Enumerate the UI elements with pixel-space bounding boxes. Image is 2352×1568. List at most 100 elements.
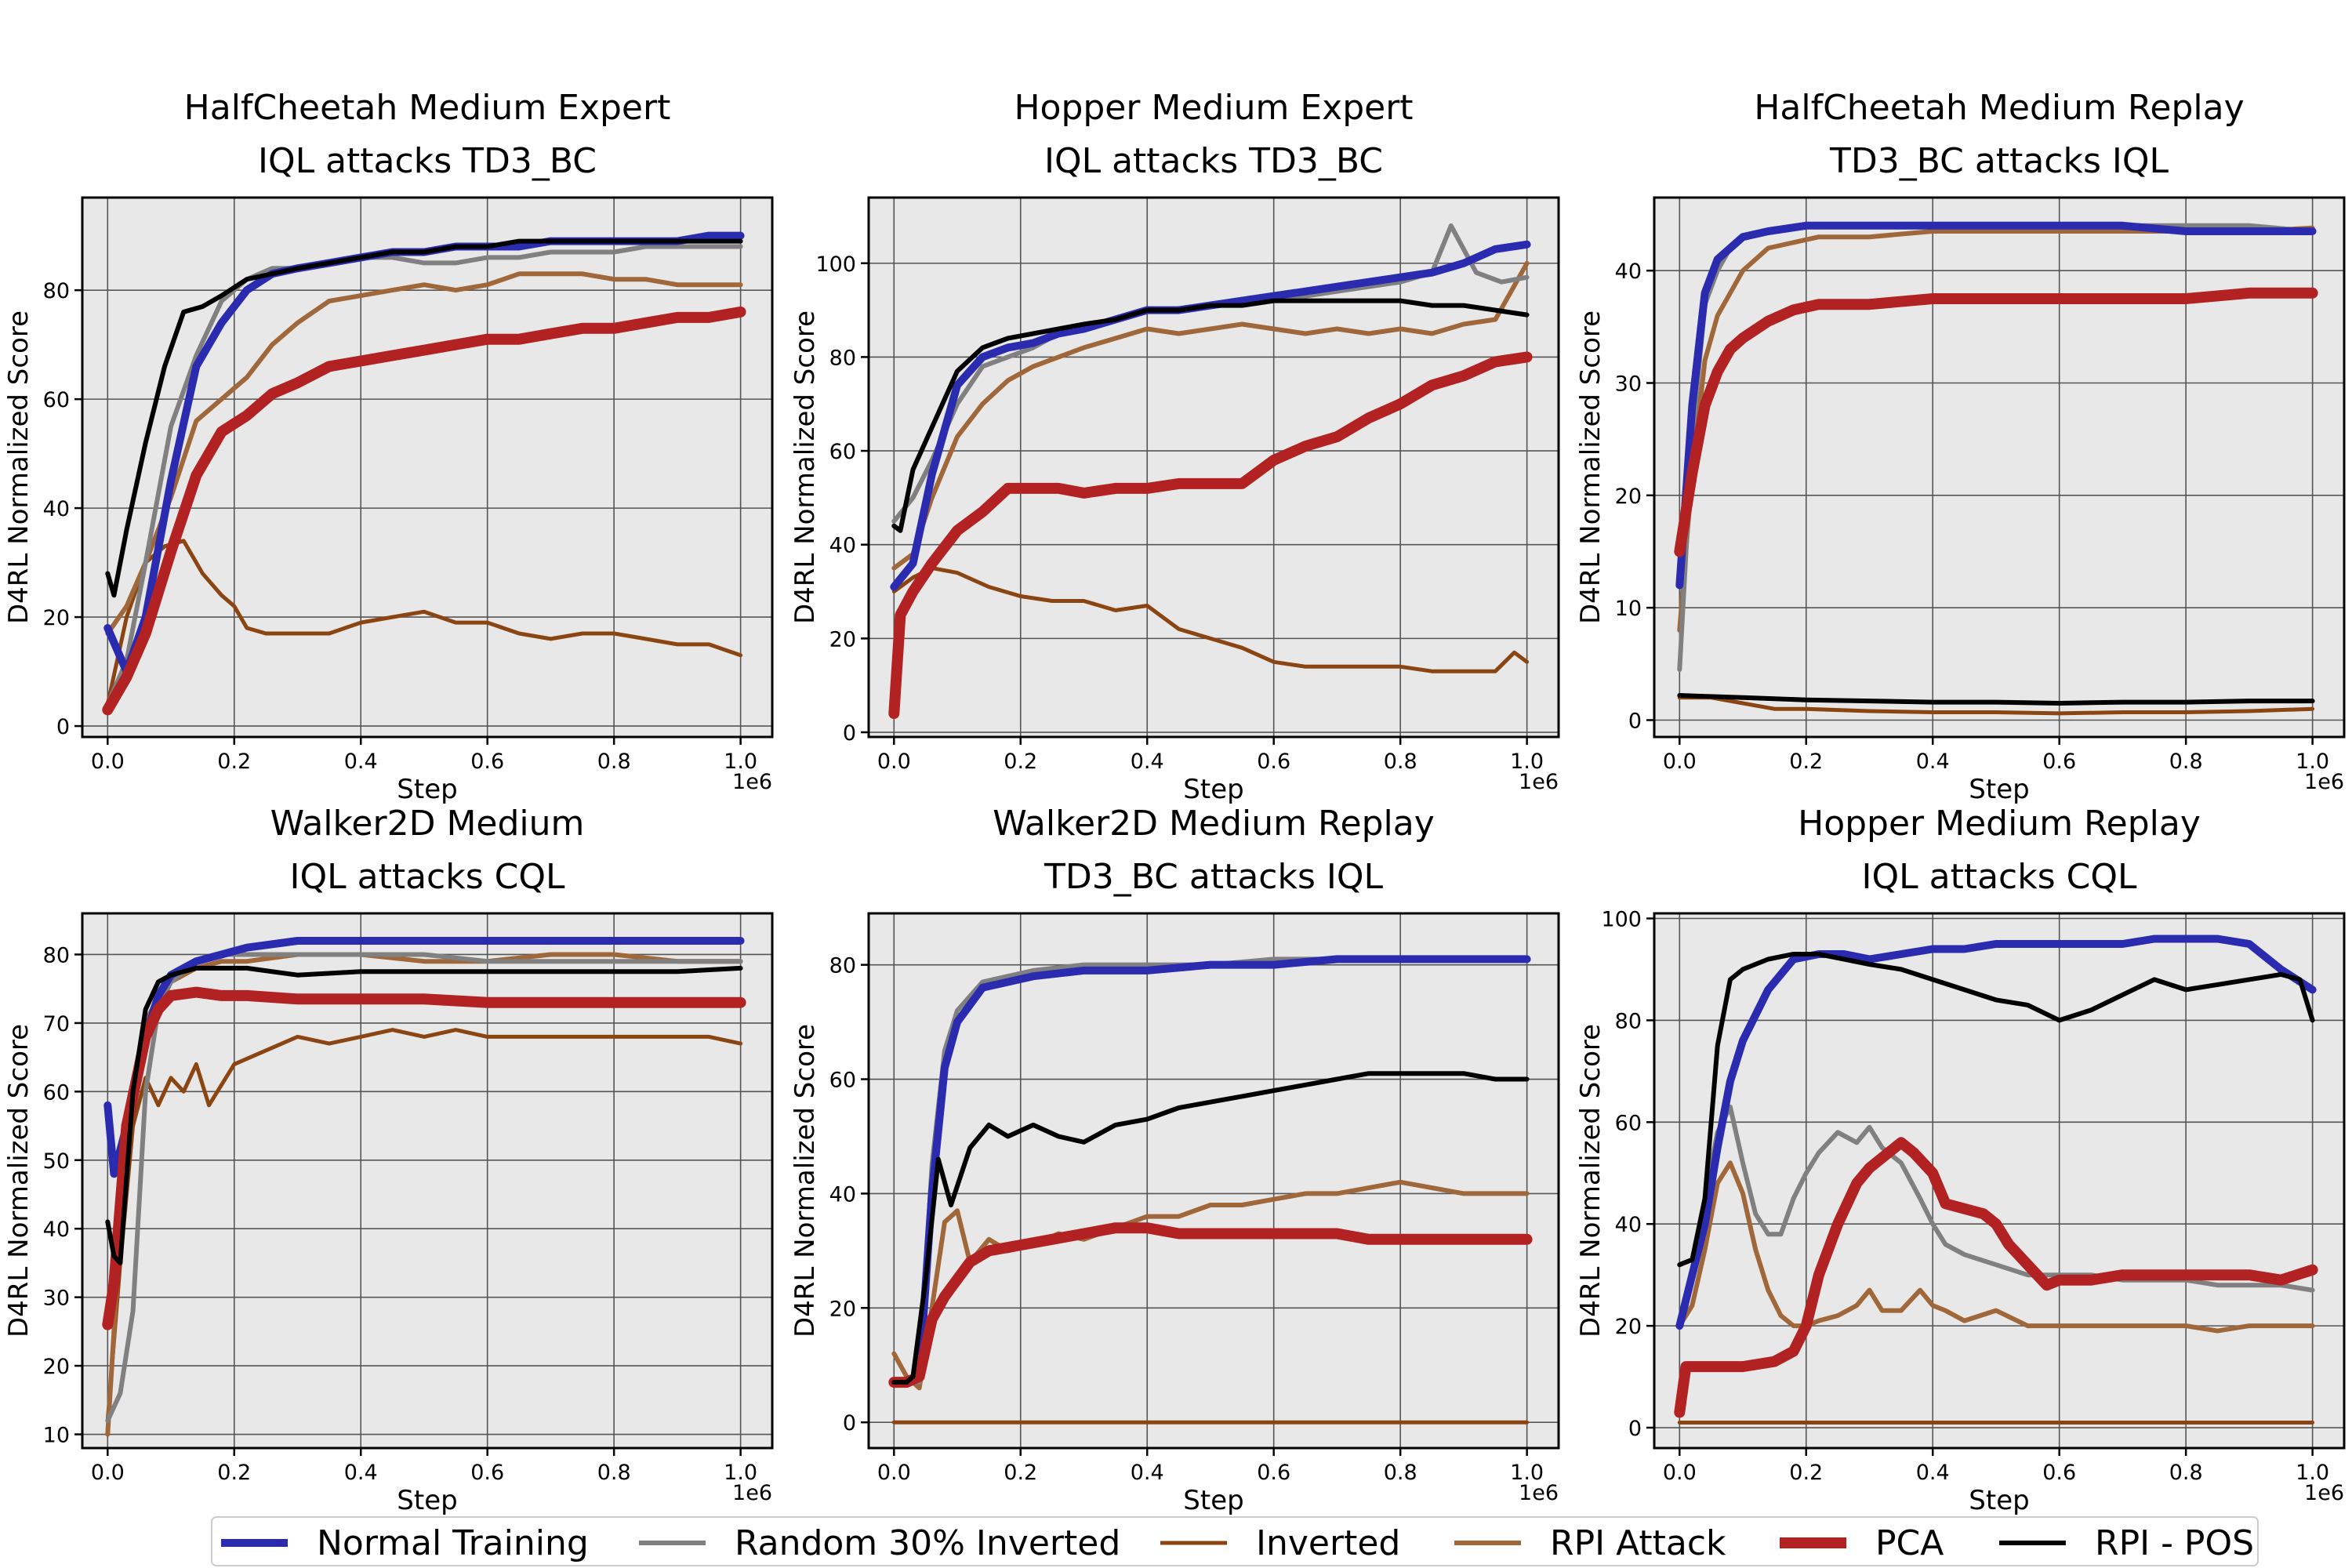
subplot-6: 0.0 0.2 0.4 0.6 0.8 1.0 0 20 40 60 80 100 1e6 Step D4R…	[1575, 804, 2346, 1516]
axes-frame	[1653, 196, 2346, 739]
x-tick-label: 0.8	[1384, 750, 1417, 774]
chart-title: HalfCheetah Medium Replay	[1754, 88, 2244, 128]
legend-label: Normal Training	[317, 1523, 589, 1563]
x-tick-label: 0.8	[597, 750, 631, 774]
chart-title: Walker2D Medium	[270, 804, 585, 844]
x-tick-label: 1.0	[724, 750, 757, 774]
y-tick-label: 60	[43, 1080, 70, 1105]
legend-label: Inverted	[1256, 1523, 1400, 1563]
x-tick-label: 1.0	[2296, 1461, 2329, 1485]
y-tick-label: 60	[1615, 1111, 1642, 1135]
chart-subtitle: IQL attacks TD3_BC	[258, 141, 597, 181]
series-line-random-30-inverted	[105, 952, 743, 1423]
x-tick-label: 0.4	[344, 1461, 378, 1485]
x-tick-label: 0.0	[1663, 1461, 1697, 1485]
series-line-pca	[1674, 1137, 2318, 1418]
x-axis-multiplier: 1e6	[2304, 770, 2344, 794]
series-line-normal-training	[1675, 221, 2317, 590]
series-line-inverted	[891, 566, 1530, 673]
x-tick-label: 0.0	[91, 1461, 125, 1485]
series-line-rpi-pos	[105, 238, 743, 598]
legend-item: Random 30% Inverted	[639, 1523, 1120, 1563]
series-line-normal-training	[1675, 935, 2317, 1330]
chart-subtitle: IQL attacks CQL	[290, 857, 565, 897]
series-line-pca	[1674, 287, 2318, 557]
series-line-inverted	[1677, 695, 2315, 716]
y-axis-label: D4RL Normalized Score	[3, 310, 34, 624]
y-axis-label: D4RL Normalized Score	[789, 310, 821, 624]
x-tick-label: 1.0	[1510, 750, 1544, 774]
subplot-2: 0.0 0.2 0.4 0.6 0.8 1.0 0 20 40 60 80 100 1e6 Step D4R…	[789, 88, 1560, 805]
y-axis-label: D4RL Normalized Score	[1575, 1024, 1606, 1338]
plot-area	[869, 913, 1559, 1448]
series-line-inverted	[105, 539, 743, 706]
chart-title: HalfCheetah Medium Expert	[184, 88, 671, 128]
x-axis-label: Step	[1183, 774, 1243, 805]
series-line-rpi-pos	[105, 965, 743, 1265]
subplot-1: 0.0 0.2 0.4 0.6 0.8 1.0 0 20 40 60 80 1e6 Step D4RL N…	[3, 88, 774, 805]
legend-label: RPI - POS	[2095, 1523, 2254, 1563]
x-axis-multiplier: 1e6	[732, 1481, 772, 1505]
y-tick-label: 80	[829, 346, 856, 370]
x-tick-label: 0.0	[91, 750, 125, 774]
legend-item: RPI - POS	[1999, 1523, 2254, 1563]
axes-frame	[867, 912, 1560, 1450]
y-tick-label: 0	[843, 1411, 856, 1436]
x-axis-label: Step	[397, 774, 457, 805]
y-tick-label: 80	[43, 943, 70, 967]
y-tick-label: 40	[1615, 1213, 1642, 1237]
x-axis-label: Step	[1969, 774, 2029, 805]
x-tick-label: 0.6	[470, 750, 504, 774]
y-tick-label: 20	[1615, 485, 1642, 509]
y-axis-label: D4RL Normalized Score	[3, 1024, 34, 1338]
series-group	[1674, 221, 2318, 716]
legend: Normal Training Random 30% Inverted Invert…	[211, 1516, 2259, 1566]
x-tick-label: 0.4	[1131, 750, 1164, 774]
y-tick-label: 100	[815, 252, 856, 277]
chart-subtitle: TD3_BC attacks IQL	[1044, 857, 1383, 897]
series-line-rpi-attack	[105, 271, 743, 636]
x-tick-label: 0.6	[470, 1461, 504, 1485]
x-tick-label: 0.4	[1916, 1461, 1950, 1485]
y-tick-label: 60	[43, 388, 70, 412]
x-tick-label: 1.0	[724, 1461, 757, 1485]
series-group	[1674, 935, 2318, 1425]
series-group	[102, 937, 746, 1437]
x-tick-label: 0.2	[217, 1461, 251, 1485]
y-axis-label: D4RL Normalized Score	[789, 1024, 821, 1338]
x-axis-label: Step	[1969, 1485, 2029, 1516]
plot-area	[1654, 198, 2344, 737]
y-tick-label: 20	[829, 627, 856, 652]
y-tick-label: 60	[829, 1069, 856, 1093]
y-tick-label: 10	[43, 1424, 70, 1448]
y-tick-label: 70	[43, 1012, 70, 1036]
series-line-pca	[102, 986, 746, 1330]
legend-item: Inverted	[1160, 1523, 1400, 1563]
series-group	[102, 231, 746, 716]
x-tick-label: 0.2	[217, 750, 251, 774]
y-tick-label: 80	[829, 954, 856, 978]
axes-frame	[867, 196, 1560, 739]
y-tick-label: 0	[843, 721, 856, 746]
y-tick-label: 0	[56, 715, 70, 739]
y-tick-label: 50	[43, 1149, 70, 1174]
y-tick-label: 60	[829, 440, 856, 464]
chart-subtitle: TD3_BC attacks IQL	[1829, 141, 2169, 181]
x-tick-label: 0.4	[1916, 750, 1950, 774]
legend-item: RPI Attack	[1454, 1523, 1726, 1563]
series-line-pca	[888, 351, 1533, 720]
chart-title: Hopper Medium Expert	[1014, 88, 1413, 128]
x-axis-label: Step	[1183, 1485, 1243, 1516]
chart-subtitle: IQL attacks CQL	[1862, 857, 2137, 897]
x-tick-label: 0.8	[2169, 750, 2203, 774]
axes-frame	[81, 912, 774, 1450]
x-tick-label: 0.0	[877, 750, 911, 774]
axes-frame	[81, 196, 774, 739]
y-tick-label: 10	[1615, 597, 1642, 621]
y-tick-label: 30	[1615, 372, 1642, 397]
x-tick-label: 0.4	[1131, 1461, 1164, 1485]
y-axis-label: D4RL Normalized Score	[1575, 310, 1606, 624]
x-tick-label: 0.2	[1789, 1461, 1823, 1485]
y-tick-label: 80	[1615, 1009, 1642, 1033]
